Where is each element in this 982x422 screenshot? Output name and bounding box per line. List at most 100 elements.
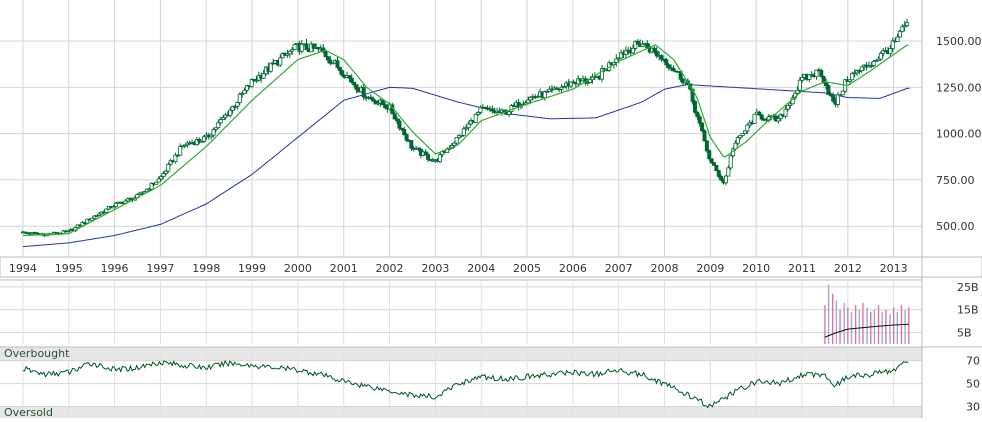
candle-up [745, 124, 750, 132]
candle-down [490, 108, 495, 112]
candle-up [140, 192, 145, 195]
candle-up [249, 79, 254, 87]
candle-up [600, 68, 605, 80]
price-panel: 500.00 750.00 1000.00 1250.00 1500.00 [0, 0, 982, 257]
overbought-band [0, 347, 922, 361]
year-tick-label: 2005 [513, 262, 541, 275]
candle-up [852, 72, 857, 75]
volume-tick-label: 25B [957, 281, 979, 294]
candle-up [454, 137, 459, 144]
candle-down [635, 40, 640, 45]
candle-down [426, 154, 431, 160]
candle-up [280, 53, 285, 59]
candle-up [619, 52, 624, 59]
candle-down [380, 99, 385, 106]
candle-up [871, 60, 876, 66]
candle-up [797, 79, 802, 91]
year-tick-label: 1999 [238, 262, 266, 275]
rsi-tick-label: 70 [966, 355, 980, 368]
candle-up [156, 178, 161, 183]
candle-up [111, 206, 116, 209]
candle-up [795, 89, 800, 94]
candle-up [478, 106, 483, 113]
volume-tick-label: 5B [957, 327, 972, 340]
candle-down [423, 151, 428, 155]
candle-up [859, 66, 864, 72]
candle-up [850, 73, 855, 81]
candle-up [561, 85, 566, 88]
candle-down [311, 43, 316, 49]
candle-up [163, 170, 168, 174]
year-tick-label: 2013 [880, 262, 908, 275]
candle-down [671, 67, 676, 72]
candle-down [354, 84, 359, 90]
candle-down [304, 43, 309, 51]
candle-down [349, 77, 354, 83]
candle-up [233, 105, 238, 108]
time-axis-background [0, 256, 982, 278]
candle-down [704, 140, 709, 152]
volume-tick-label: 15B [957, 304, 979, 317]
candle-down [402, 129, 407, 136]
candle-up [285, 53, 290, 56]
candle-down [347, 75, 352, 79]
short-moving-average [22, 43, 909, 237]
candle-up [166, 163, 171, 172]
candle-up [268, 62, 273, 72]
candle-up [895, 36, 900, 42]
year-tick-label: 1997 [146, 262, 174, 275]
candle-down [35, 232, 40, 235]
candle-up [292, 44, 297, 50]
candle-up [66, 230, 71, 233]
rsi-tick-label: 50 [966, 378, 980, 391]
candle-down [404, 134, 409, 141]
candle-down [759, 114, 764, 120]
candle-up [182, 144, 187, 147]
volume-panel: 25B 15B 5B [0, 279, 979, 344]
candle-up [807, 74, 812, 80]
candle-up [840, 90, 845, 96]
candle-up [900, 26, 905, 32]
price-tick-label: 750.00 [936, 174, 975, 187]
candle-down [361, 86, 366, 98]
candle-down [828, 94, 833, 97]
oversold-band [0, 406, 922, 418]
candle-down [340, 70, 345, 76]
candle-up [299, 43, 304, 52]
candle-down [383, 104, 388, 109]
candle-up [202, 136, 207, 142]
price-tick-label: 1000.00 [936, 128, 982, 141]
candle-down [712, 162, 717, 166]
candle-up [92, 215, 97, 219]
candle-up [545, 91, 550, 93]
candle-down [652, 47, 657, 52]
rsi-panel: Overbought Oversold 70 50 30 [0, 346, 982, 419]
candle-up [466, 123, 471, 129]
year-tick-label: 2004 [467, 262, 495, 275]
year-tick-label: 2001 [330, 262, 358, 275]
candle-down [416, 147, 421, 150]
candle-up [199, 140, 204, 143]
candle-up [476, 112, 481, 115]
candle-down [700, 122, 705, 132]
candle-up [261, 73, 266, 79]
candle-down [714, 164, 719, 172]
candle-up [738, 135, 743, 138]
candle-down [352, 81, 357, 86]
candle-up [159, 176, 164, 180]
candle-up [213, 127, 218, 130]
candle-down [392, 113, 397, 120]
year-tick-label: 2007 [605, 262, 633, 275]
volume-average-line [824, 323, 909, 338]
candle-down [709, 158, 714, 164]
candle-up [752, 113, 757, 124]
short-ma-line [22, 43, 909, 237]
candle-up [228, 109, 233, 116]
candle-down [373, 100, 378, 105]
candle-down [819, 69, 824, 77]
candle-up [85, 218, 90, 224]
overbought-label: Overbought [4, 347, 70, 360]
price-axis-labels: 500.00 750.00 1000.00 1250.00 1500.00 [936, 35, 982, 233]
candle-up [154, 181, 159, 185]
